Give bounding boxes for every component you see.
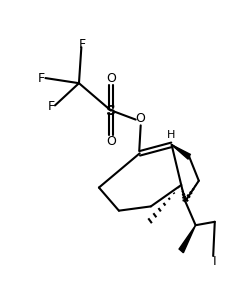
Text: F: F (38, 71, 45, 85)
Text: H: H (166, 130, 175, 140)
Text: I: I (213, 255, 217, 268)
Text: F: F (79, 38, 86, 51)
Text: O: O (136, 112, 146, 125)
Polygon shape (172, 145, 190, 159)
Text: O: O (106, 72, 116, 85)
Text: F: F (48, 100, 55, 113)
Text: S: S (106, 103, 116, 118)
Text: O: O (106, 135, 116, 148)
Polygon shape (179, 225, 196, 253)
